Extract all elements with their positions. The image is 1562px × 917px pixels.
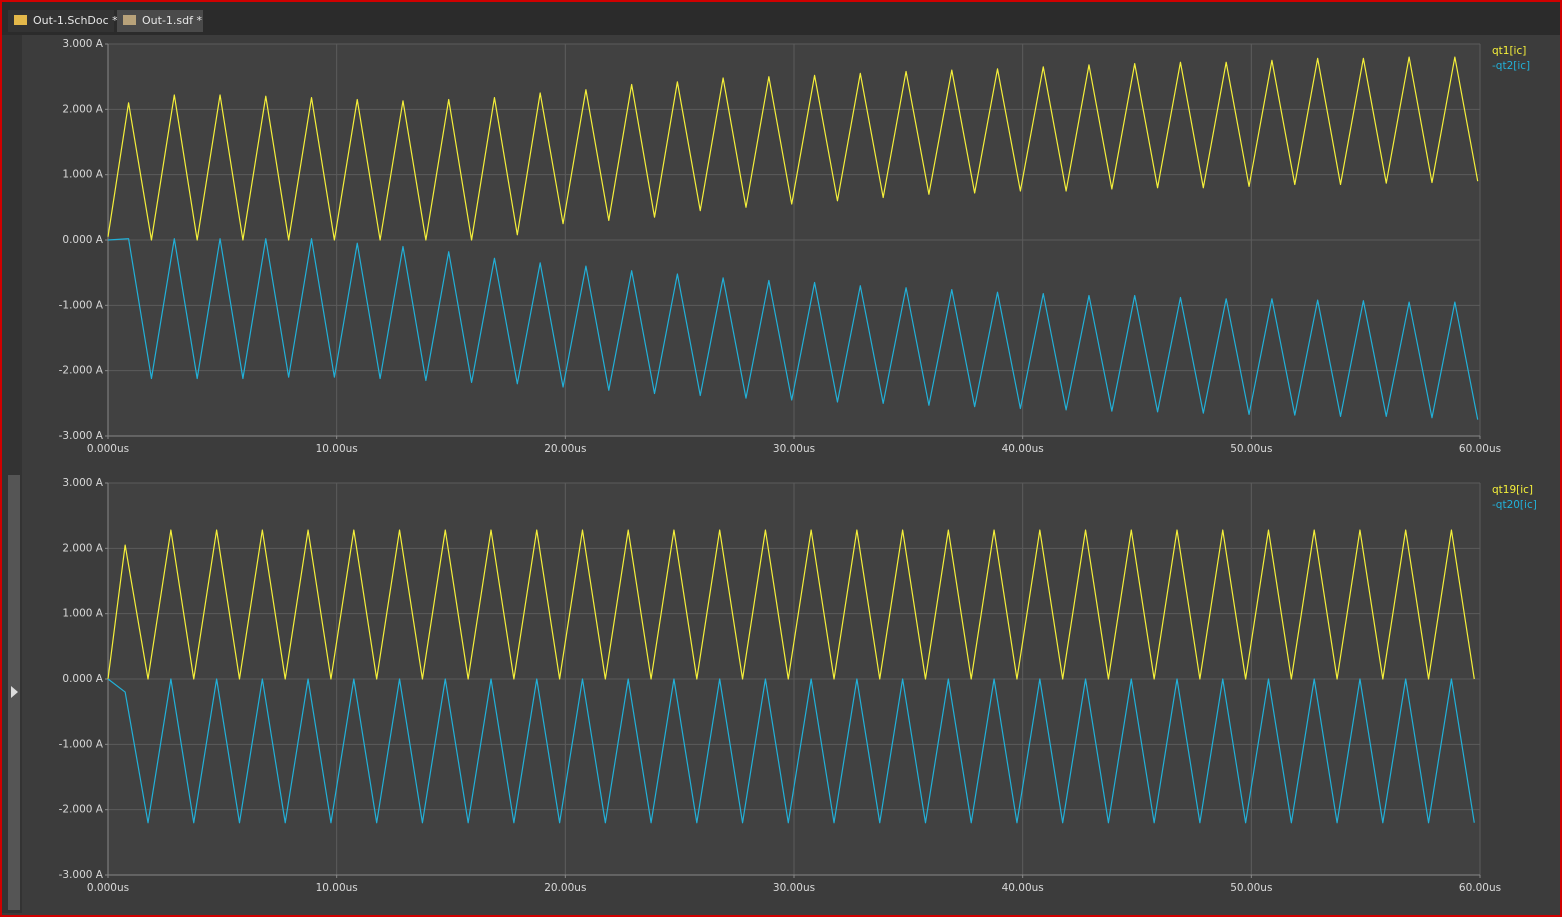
tab-label: Out-1.SchDoc * — [33, 14, 118, 27]
y-tick-label: 1.000 A — [62, 608, 103, 620]
y-tick-label: 1.000 A — [62, 169, 103, 181]
x-tick-label: 10.00us — [316, 882, 358, 894]
y-tick-label: 3.000 A — [62, 38, 103, 50]
legend-entry: qt1[ic] — [1492, 45, 1526, 57]
legend-entry: -qt2[ic] — [1492, 60, 1530, 72]
x-tick-label: 60.00us — [1459, 443, 1501, 455]
x-tick-label: 60.00us — [1459, 882, 1501, 894]
y-tick-label: 3.000 A — [62, 477, 103, 489]
y-tick-label: -2.000 A — [59, 804, 104, 816]
x-tick-label: 50.00us — [1230, 443, 1272, 455]
series-line — [107, 678, 1475, 824]
x-tick-label: 50.00us — [1230, 882, 1272, 894]
x-tick-label: 20.00us — [544, 443, 586, 455]
expand-arrow[interactable] — [11, 686, 18, 698]
x-tick-label: 30.00us — [773, 443, 815, 455]
y-tick-label: -3.000 A — [59, 869, 104, 881]
tab-icon — [14, 15, 27, 25]
series-line — [107, 238, 1479, 420]
x-tick-label: 10.00us — [316, 443, 358, 455]
x-tick-label: 40.00us — [1002, 443, 1044, 455]
x-tick-label: 20.00us — [544, 882, 586, 894]
series-line — [107, 529, 1475, 680]
tab-active[interactable] — [117, 10, 203, 32]
y-tick-label: 2.000 A — [62, 103, 103, 115]
x-tick-label: 30.00us — [773, 882, 815, 894]
x-tick-label: 0.000us — [87, 443, 129, 455]
y-tick-label: 0.000 A — [62, 234, 103, 246]
y-tick-label: -1.000 A — [59, 299, 104, 311]
tab-label: Out-1.sdf * — [142, 14, 202, 27]
y-tick-label: -3.000 A — [59, 430, 104, 442]
legend-entry: qt19[ic] — [1492, 484, 1533, 496]
series-line — [107, 56, 1479, 241]
y-tick-label: -2.000 A — [59, 365, 104, 377]
y-tick-label: 0.000 A — [62, 673, 103, 685]
legend-entry: -qt20[ic] — [1492, 499, 1537, 511]
y-tick-label: 2.000 A — [62, 542, 103, 554]
tab-bar — [0, 0, 1562, 35]
tab-icon — [123, 15, 136, 25]
y-tick-label: -1.000 A — [59, 738, 104, 750]
x-tick-label: 40.00us — [1002, 882, 1044, 894]
tab[interactable] — [8, 10, 114, 32]
x-tick-label: 0.000us — [87, 882, 129, 894]
